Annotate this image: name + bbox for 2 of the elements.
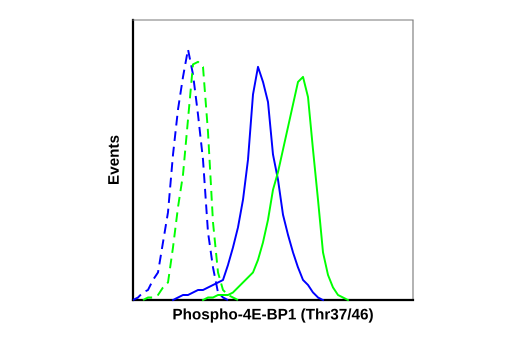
x-axis-title: Phospho-4E-BP1 (Thr37/46)	[173, 308, 373, 323]
y-axis-title: Events	[108, 136, 119, 184]
